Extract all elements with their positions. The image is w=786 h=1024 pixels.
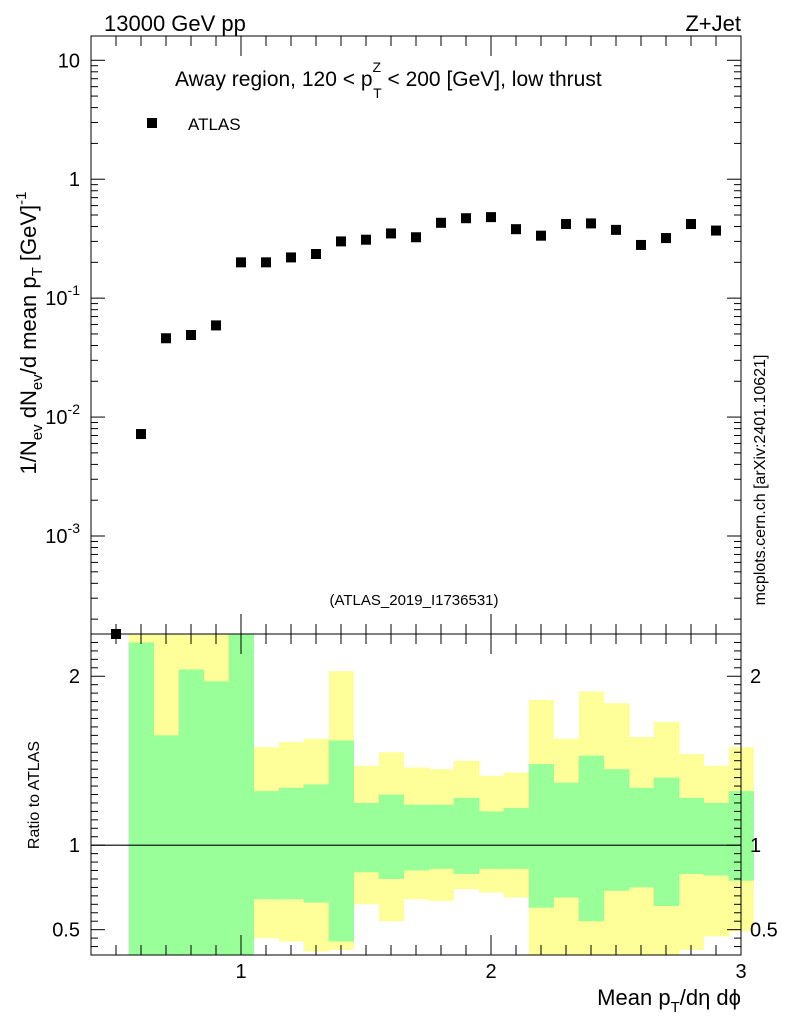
ratio-inner-band-bin [428,804,454,869]
main-y-tick-label: 10-2 [45,401,80,429]
x-tick-label: 3 [735,961,746,983]
ratio-y-axis-label: Ratio to ATLAS [26,741,43,849]
data-point [461,213,471,224]
data-point [361,234,371,245]
main-y-tick-label: 10-3 [45,520,80,548]
ratio-y-tick-label-right: 1 [750,835,761,857]
data-point [386,228,396,239]
main-y-tick-label: 1 [69,169,80,191]
plot-title: Away region, 120 < pZ T < 200 [GeV], low … [175,59,602,101]
main-plot: 10 1 10-1 10-2 10-3 [45,35,742,639]
ratio-inner-band-bin [278,787,304,900]
ratio-y-tick-label-right: 2 [750,666,761,688]
ratio-inner-band-bin [178,669,204,955]
ratio-inner-band-bin [603,769,629,891]
ratio-inner-band-bin [228,634,254,955]
analysis-tag: (ATLAS_2019_I1736531) [329,592,498,609]
data-point [211,320,221,331]
data-point [486,212,496,223]
ratio-y-tick-label-left: 1 [69,835,80,857]
ratio-inner-band-bin [378,794,404,879]
data-point [536,230,546,241]
ratio-inner-band-bin [578,755,604,922]
data-point [186,329,196,340]
data-point [661,233,671,244]
ratio-inner-band-bin [353,802,379,873]
data-point [511,224,521,235]
ratio-y-tick-label-right: 0.5 [750,920,778,942]
ratio-inner-band-bin [678,797,704,874]
ratio-inner-band-bin [328,740,354,942]
main-y-tick-label: 10-1 [45,282,80,310]
legend-marker [147,118,157,128]
ratio-inner-band-bin [303,784,329,903]
ratio-inner-band-bin [528,764,554,908]
ratio-inner-band-bin [203,681,229,955]
data-point [411,232,421,243]
x-tick-label: 2 [485,961,496,983]
main-y-tick-label: 10 [58,50,80,72]
ratio-y-tick-label-left: 2 [69,666,80,688]
main-y-axis-label: 1/Nev dNev/d mean pT [GeV]-1 [13,192,46,475]
ratio-inner-band-bin [703,802,729,876]
ratio-inner-band-bin [478,811,504,869]
ratio-inner-band-bin [653,777,679,907]
ratio-inner-band-bin [453,797,479,874]
data-point [161,333,171,344]
data-point [561,219,571,230]
x-tick-label: 1 [235,961,246,983]
data-point [286,252,296,263]
ratio-inner-band-bin [503,808,529,869]
watermark: mcplots.cern.ch [arXiv:2401.10621] [752,355,769,606]
data-point [436,217,446,228]
ratio-y-tick-label-left: 0.5 [52,920,80,942]
data-point [336,236,346,247]
ratio-inner-band-bin [553,782,579,898]
data-point [261,257,271,268]
header-left: 13000 GeV pp [104,11,246,36]
ratio-inner-band-bin [403,804,429,871]
header-right: Z+Jet [685,11,741,36]
data-point [686,219,696,230]
legend-label: ATLAS [188,115,241,134]
data-point [636,239,646,250]
ratio-inner-band-bin [628,787,654,888]
ratio-inner-band-bin [128,642,154,955]
data-point [611,224,621,235]
data-point [586,218,596,229]
data-point [236,257,246,268]
data-point [311,249,321,260]
data-point [136,429,146,440]
x-axis-label: Mean pT/dη dϕ [597,985,741,1016]
ratio-plot: 1 2 30.5 0.51 12 2 [52,633,778,983]
data-point [711,225,721,236]
